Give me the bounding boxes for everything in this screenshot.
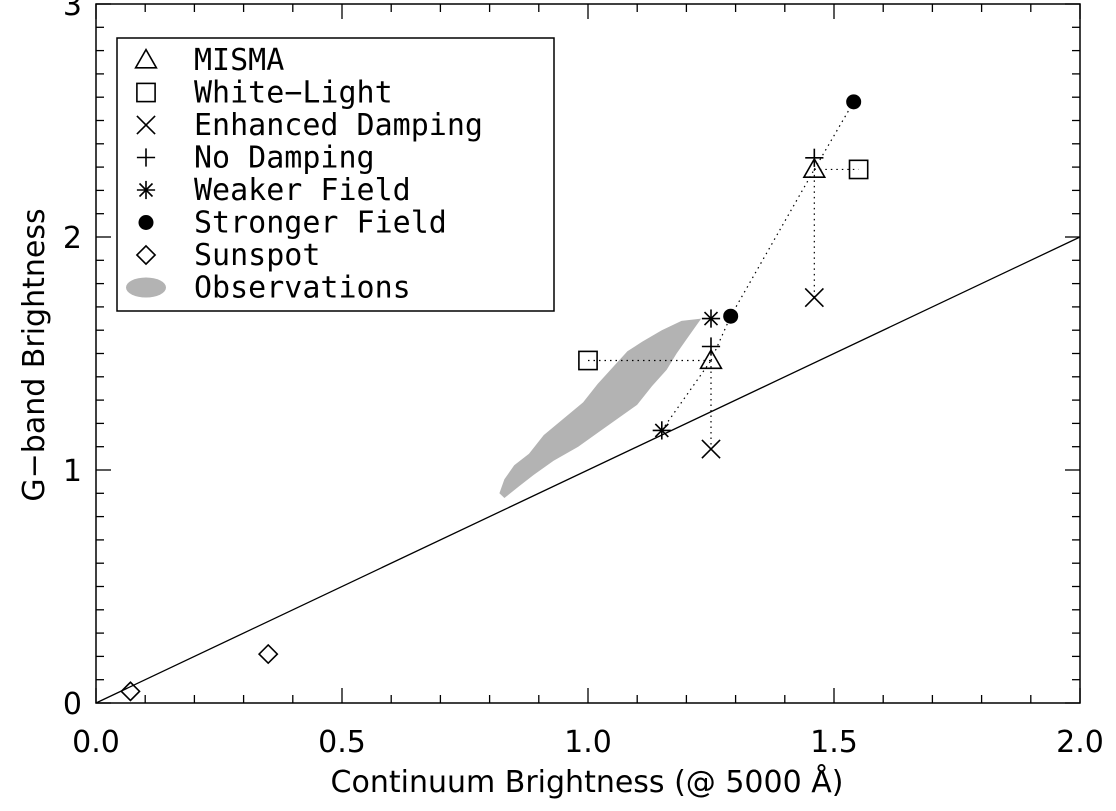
asterisk-stroke [703,311,719,326]
filled-circle-point [723,308,739,324]
square-mark [136,82,156,103]
legend-symbol-ellipse [126,277,166,298]
diamond-mark [257,643,279,665]
legend-label: White−Light [194,76,393,111]
dotted-connector [813,101,855,170]
ellipse-mark [126,277,166,298]
x-tick-label: 1.5 [810,725,858,760]
square-point [578,350,598,371]
y-tick-label: 3 [63,0,82,23]
filled-circle-point [846,94,862,110]
legend-symbol-square [136,82,156,103]
square-point [848,159,869,180]
legend-symbol-triangle [134,47,158,69]
x-stroke [136,115,156,135]
triangle-mark [134,47,158,69]
filled-circle-mark [846,94,862,110]
plus-point [701,337,721,356]
diamond-mark [120,681,141,702]
reference-line [95,236,1081,704]
triangle-mark [699,348,723,370]
diamond-point [257,643,279,665]
legend-label: No Damping [194,141,375,176]
plot-area: 0.0 0.5 1.0 1.5 2.0 0 1 2 3 [63,0,1104,760]
legend-symbol-asterisk [136,180,156,200]
legend-label: Sunspot [194,238,320,273]
triangle-mark [802,157,827,179]
observations-region [499,318,702,498]
diamond-mark [135,244,157,266]
filled-circle-mark [723,308,739,324]
asterisk-point [701,309,721,328]
x-point [804,287,824,308]
x-stroke [804,287,824,308]
legend-symbol-x [136,115,156,135]
y-tick-label: 0 [63,687,82,722]
asterisk-stroke [138,182,154,198]
y-tick-label: 2 [63,221,82,256]
x-stroke [701,439,721,459]
x-tick-label: 0.0 [72,725,120,760]
x-point [701,439,721,459]
square-mark [848,159,869,180]
square-mark [578,350,598,371]
legend-label: Enhanced Damping [194,108,483,143]
legend-label: Stronger Field [194,206,447,241]
legend-box [116,37,555,312]
legend-label: Observations [194,271,411,306]
plus-point [805,148,824,167]
legend-label: MISMA [194,43,284,78]
legend-symbol-plus [136,148,156,167]
x-tick-label: 1.0 [564,725,612,760]
triangle-point [802,157,827,179]
legend-symbol-filled-circle [138,215,154,230]
dotted-connector [661,360,712,431]
diamond-point [120,681,141,702]
x-axis-label: Continuum Brightness (@ 5000 Å) [331,764,844,800]
y-tick-label: 1 [63,454,82,489]
x-tick-label: 2.0 [1056,725,1104,760]
asterisk-point [652,421,671,440]
y-axis-label: G−band Brightness [17,208,52,501]
legend-symbol-diamond [135,244,157,266]
asterisk-stroke [654,423,669,438]
filled-circle-mark [138,215,154,230]
legend-label: Weaker Field [194,173,411,208]
dotted-connector [730,169,815,317]
x-tick-label: 0.5 [318,725,366,760]
triangle-point [699,348,723,370]
